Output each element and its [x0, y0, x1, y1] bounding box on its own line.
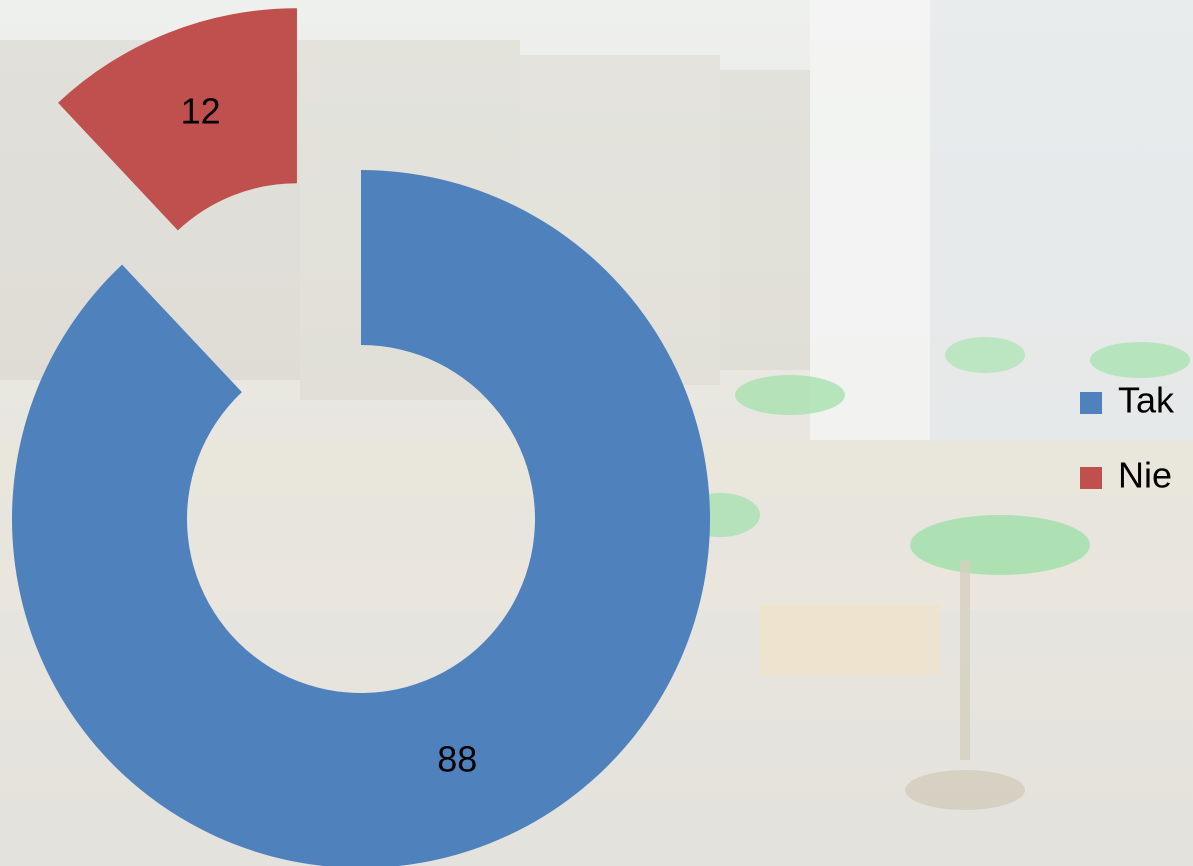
legend-swatch	[1080, 467, 1102, 489]
legend-label: Nie	[1118, 455, 1172, 496]
plot-area: 88 12 Tak Nie	[12, 8, 1175, 866]
donut-slice	[12, 170, 710, 866]
legend-label: Tak	[1118, 380, 1175, 421]
legend-swatch	[1080, 392, 1102, 414]
donut-slice	[58, 8, 297, 231]
data-label: 88	[437, 739, 477, 780]
data-label: 12	[181, 91, 221, 132]
